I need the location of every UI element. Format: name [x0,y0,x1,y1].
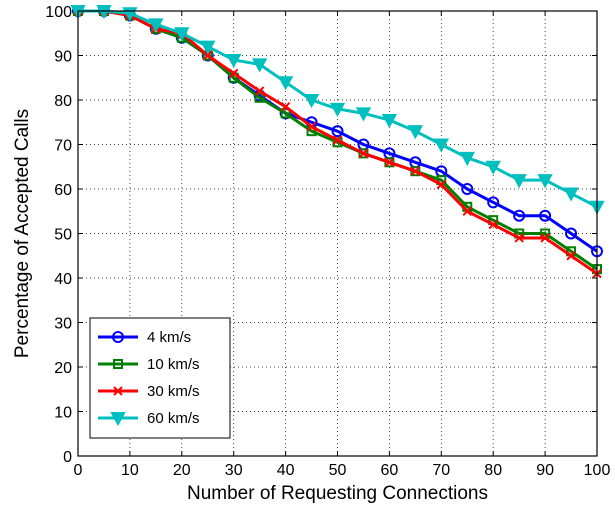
legend-marker [113,386,123,396]
x-tick-labels: 0 10 20 30 40 50 60 70 80 90 100 [74,462,611,479]
data-point [203,50,213,61]
legend-item: 4 km/s [98,329,191,346]
data-point [487,196,500,209]
y-axis-label: Percentage of Accepted Calls [12,109,33,358]
x-tick-label: 100 [584,462,611,479]
data-point [332,135,343,145]
data-point [254,86,265,96]
data-point [228,68,239,79]
x-tick-label: 20 [173,462,191,479]
data-point [329,102,346,117]
y-tick-label: 80 [54,93,72,110]
series-2 [73,6,602,279]
data-point [254,92,265,103]
y-tick-label: 50 [54,227,72,244]
data-point [280,101,291,112]
x-axis-label: Number of Requesting Connections [187,483,488,504]
data-point [148,18,164,33]
legend-item: 30 km/s [98,383,200,400]
legend-item: 10 km/s [98,356,200,373]
legend-label: 4 km/s [147,329,191,346]
data-point [200,40,216,55]
x-tick-label: 30 [225,462,243,479]
data-point [540,233,550,243]
y-tick-label: 20 [54,360,72,377]
legend: 4 km/s 10 km/s 30 km/s 60 km/s [89,317,231,439]
series-lines [70,5,605,279]
data-point [306,121,317,132]
data-point [303,94,320,109]
legend-marker [110,412,126,427]
data-point [566,251,576,261]
data-point [433,138,449,153]
data-point [513,209,526,222]
data-point [174,27,190,42]
y-tick-label: 10 [54,405,72,422]
x-tick-label: 80 [484,462,502,479]
legend-marker [112,331,124,343]
data-point [565,227,578,240]
y-tick-label: 90 [54,49,72,66]
data-point [485,160,501,175]
y-tick-label: 0 [63,449,72,466]
data-point [461,183,474,195]
x-tick-label: 90 [536,462,554,479]
data-point [488,219,498,230]
x-tick-label: 50 [329,462,347,479]
data-point [355,107,372,122]
data-point [331,125,344,138]
legend-marker [113,359,123,369]
y-tick-label: 30 [54,316,72,333]
data-point [514,233,524,243]
data-point [384,157,395,168]
y-tick-label: 70 [54,138,72,155]
plot-frame [77,10,598,457]
data-point [539,209,552,222]
data-point [407,125,424,140]
legend-item: 60 km/s [98,410,200,427]
data-point [410,166,421,176]
series-3 [70,5,605,215]
x-tick-label: 60 [381,462,399,479]
data-point [226,53,242,69]
data-point [436,179,447,190]
x-tick-label: 0 [74,462,83,479]
legend-label: 30 km/s [147,383,200,400]
x-tick-label: 10 [121,462,139,479]
y-tick-label: 100 [45,4,72,21]
data-point [277,76,294,91]
data-point [462,206,472,216]
data-point [511,174,527,189]
data-point [537,174,553,189]
data-point [280,108,291,119]
data-point [358,148,369,159]
legend-label: 10 km/s [147,356,200,373]
data-point [381,114,398,129]
x-tick-label: 40 [277,462,295,479]
y-tick-labels: 0 10 20 30 40 50 60 70 80 90 100 [45,4,72,466]
data-point [563,187,579,202]
y-tick-label: 40 [54,271,72,288]
data-point [459,151,475,166]
x-tick-label: 70 [432,462,450,479]
data-point [251,58,268,73]
y-tick-label: 60 [54,182,72,199]
legend-label: 60 km/s [147,410,200,427]
